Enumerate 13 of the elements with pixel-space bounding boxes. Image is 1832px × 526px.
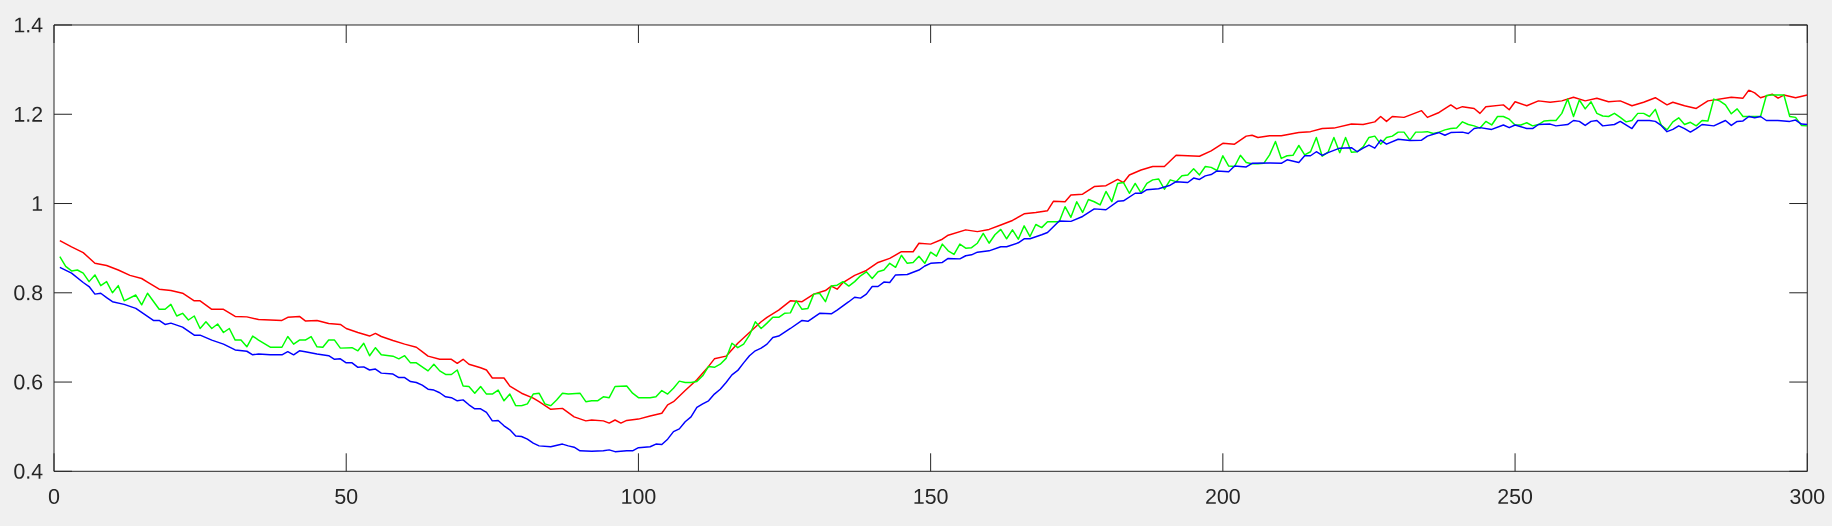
x-tick-label: 50	[335, 488, 358, 505]
x-tick-label: 100	[622, 488, 656, 505]
y-tick-label: 1	[32, 196, 43, 211]
x-tick-label: 300	[1790, 488, 1825, 505]
x-tick-label: 250	[1498, 488, 1533, 505]
x-tick-label: 0	[48, 488, 60, 505]
y-tick-label: 0.8	[14, 285, 43, 301]
y-tick-label: 0.6	[14, 374, 43, 390]
x-tick-label: 150	[914, 488, 948, 505]
y-tick-label: 1.2	[15, 106, 42, 122]
y-tick-label: 0.4	[14, 463, 43, 479]
y-tick-label: 1.4	[15, 17, 43, 33]
x-tick-label: 200	[1206, 488, 1240, 505]
